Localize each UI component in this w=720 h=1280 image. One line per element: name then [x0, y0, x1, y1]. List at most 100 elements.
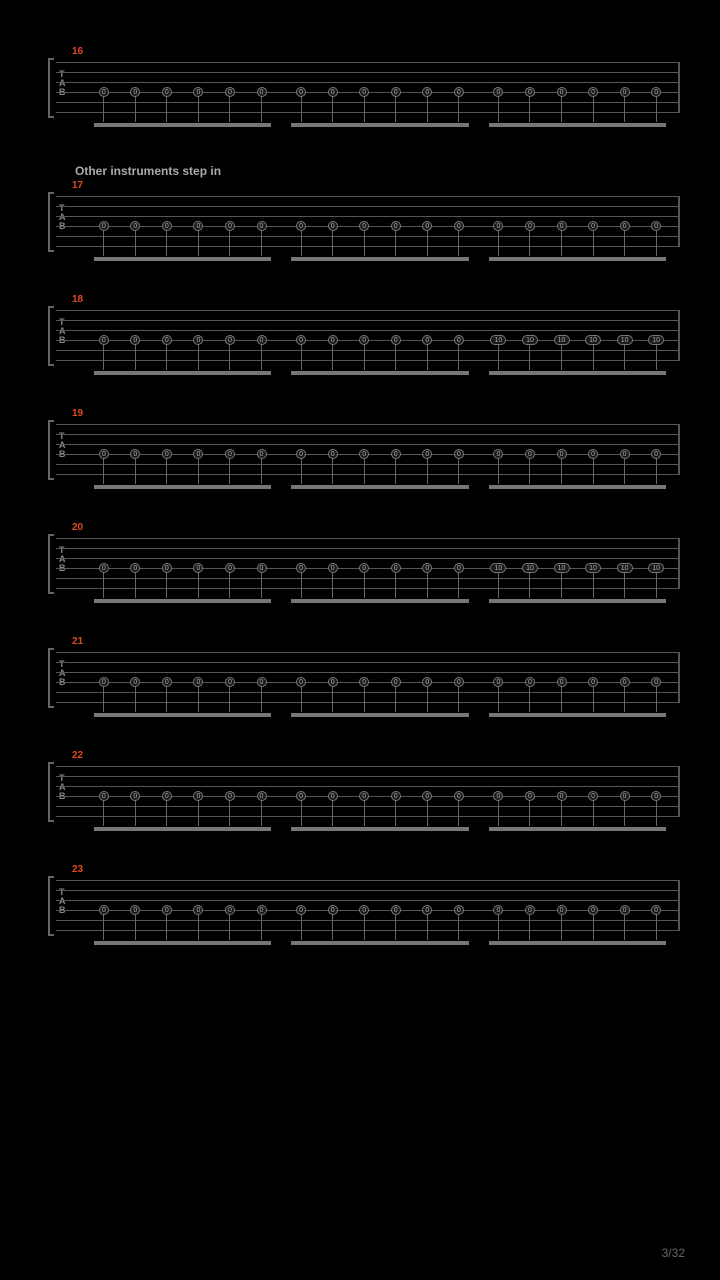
tab-note: 0 [223, 335, 237, 385]
tab-note: 0 [618, 905, 632, 955]
tab-note: 0 [491, 905, 505, 955]
tab-note: 0 [452, 791, 466, 841]
fret-number: 0 [620, 791, 630, 801]
tab-note: 0 [128, 563, 142, 613]
measure-block: 23TAB000000000000000000 [40, 868, 680, 956]
note-stem [624, 572, 625, 598]
fret-number: 10 [554, 335, 570, 345]
fret-number: 0 [588, 905, 598, 915]
tab-note: 0 [357, 335, 371, 385]
tab-note: 0 [491, 791, 505, 841]
beat-group: 000000 [285, 449, 474, 499]
note-stem [229, 686, 230, 712]
fret-number: 0 [493, 87, 503, 97]
fret-number: 0 [391, 221, 401, 231]
fret-number: 0 [391, 335, 401, 345]
note-stem [498, 96, 499, 122]
note-stem [135, 572, 136, 598]
tab-note: 0 [255, 335, 269, 385]
note-stem [561, 230, 562, 256]
beam [489, 941, 666, 945]
fret-number: 0 [257, 335, 267, 345]
beat-group: 000000 [88, 87, 277, 137]
tab-note: 0 [491, 677, 505, 727]
tab-note: 0 [357, 449, 371, 499]
notes-row: 000000000000000000 [88, 449, 672, 499]
beat-group: 000000 [285, 87, 474, 137]
tab-note: 0 [586, 791, 600, 841]
fret-number: 0 [525, 677, 535, 687]
note-stem [561, 458, 562, 484]
fret-number: 0 [454, 563, 464, 573]
beam [94, 257, 271, 261]
fret-number: 10 [648, 563, 664, 573]
fret-number: 0 [359, 87, 369, 97]
fret-number: 10 [490, 563, 506, 573]
note-stem [103, 572, 104, 598]
fret-number: 10 [522, 335, 538, 345]
fret-number: 10 [648, 335, 664, 345]
fret-number: 0 [557, 87, 567, 97]
bracket-icon [48, 58, 54, 118]
fret-number: 0 [257, 449, 267, 459]
fret-number: 0 [225, 905, 235, 915]
fret-number: 0 [493, 677, 503, 687]
fret-number: 10 [490, 335, 506, 345]
beam [291, 485, 468, 489]
note-stem [198, 96, 199, 122]
tab-note: 0 [586, 221, 600, 271]
note-stem [529, 458, 530, 484]
measure-block: 16TAB000000000000000000 [40, 50, 680, 138]
tab-note: 0 [389, 449, 403, 499]
fret-number: 0 [391, 87, 401, 97]
fret-number: 0 [130, 87, 140, 97]
tab-note: 0 [523, 449, 537, 499]
fret-number: 0 [328, 905, 338, 915]
note-stem [364, 344, 365, 370]
tab-staff: TAB000000000000000000 [48, 184, 680, 272]
measure-block: 19TAB000000000000000000 [40, 412, 680, 500]
note-stem [332, 800, 333, 826]
bracket-icon [48, 192, 54, 252]
note-stem [261, 914, 262, 940]
note-stem [656, 344, 657, 370]
tab-note: 10 [649, 563, 663, 613]
note-stem [364, 572, 365, 598]
note-stem [103, 800, 104, 826]
note-stem [395, 572, 396, 598]
measure-block: 20TAB000000000000101010101010 [40, 526, 680, 614]
fret-number: 0 [99, 449, 109, 459]
note-stem [103, 914, 104, 940]
tab-note: 0 [389, 563, 403, 613]
section-label: Other instruments step in [75, 164, 680, 178]
barline [678, 538, 680, 588]
tab-note: 0 [420, 791, 434, 841]
tab-staff: TAB000000000000000000 [48, 754, 680, 842]
note-stem [458, 344, 459, 370]
tab-note: 0 [420, 335, 434, 385]
fret-number: 0 [296, 87, 306, 97]
note-stem [561, 914, 562, 940]
note-stem [261, 572, 262, 598]
tab-note: 0 [452, 221, 466, 271]
tab-note: 0 [128, 677, 142, 727]
tab-note: 0 [420, 221, 434, 271]
note-stem [166, 344, 167, 370]
fret-number: 0 [225, 335, 235, 345]
fret-number: 0 [359, 791, 369, 801]
tab-note: 0 [649, 221, 663, 271]
fret-number: 0 [557, 791, 567, 801]
fret-number: 0 [493, 221, 503, 231]
page-number: 3/32 [662, 1246, 685, 1260]
beat-group: 000000 [285, 335, 474, 385]
fret-number: 10 [522, 563, 538, 573]
fret-number: 0 [296, 791, 306, 801]
beat-group: 000000 [285, 905, 474, 955]
tab-note: 0 [523, 791, 537, 841]
fret-number: 0 [328, 563, 338, 573]
tab-note: 0 [357, 791, 371, 841]
note-stem [135, 96, 136, 122]
note-stem [656, 914, 657, 940]
tab-note: 0 [97, 449, 111, 499]
fret-number: 0 [391, 449, 401, 459]
